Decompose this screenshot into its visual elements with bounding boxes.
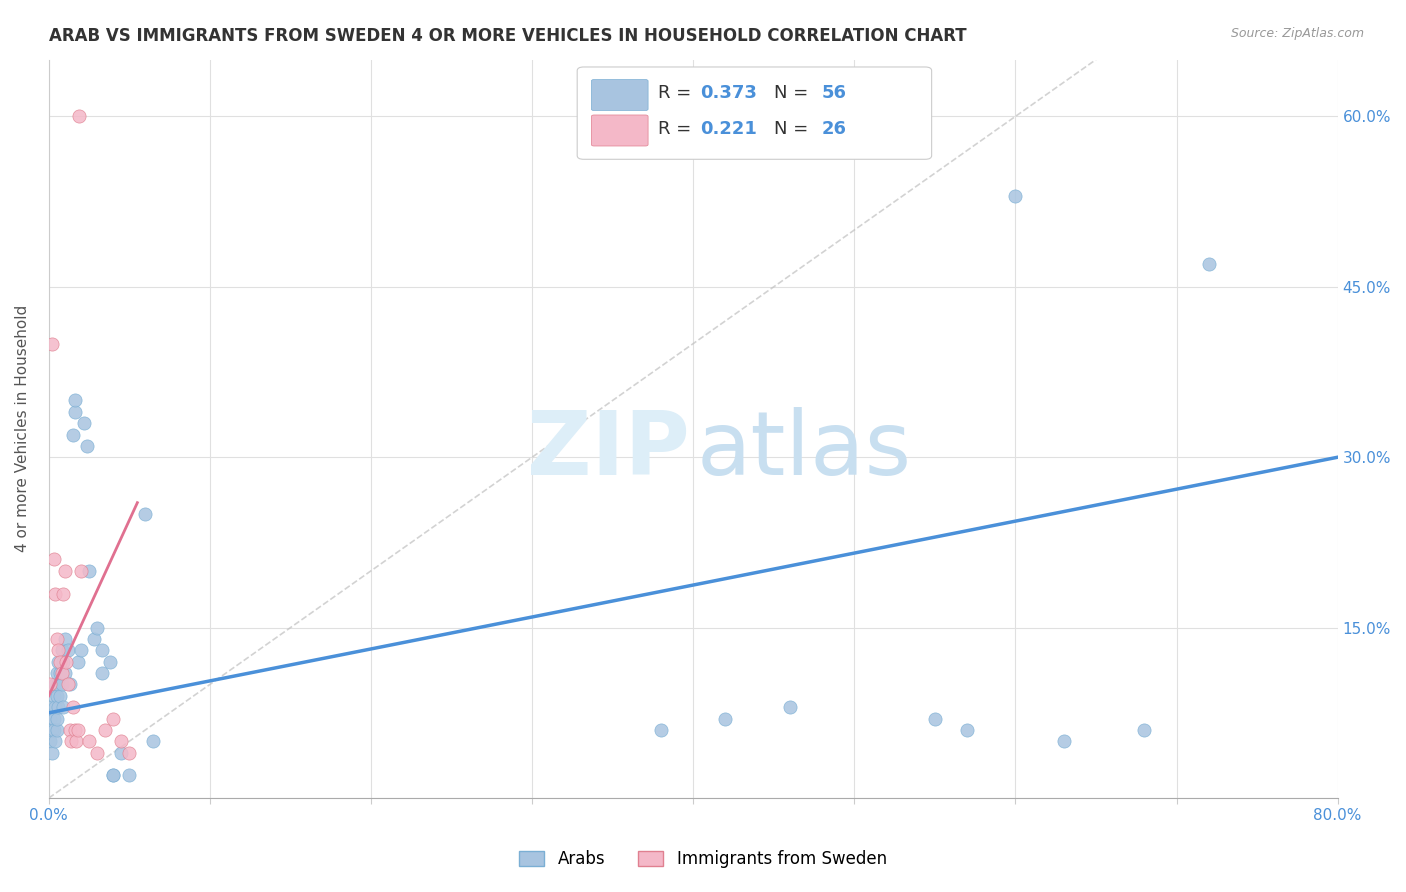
Text: ZIP: ZIP [527, 408, 689, 494]
Point [60, 734, 83, 748]
Point [45, 723, 67, 737]
Point [134, 507, 156, 521]
Point [142, 734, 165, 748]
Point [118, 746, 141, 760]
Point [42, 552, 65, 566]
Point [103, 768, 125, 782]
Point [70, 564, 93, 578]
Text: 26: 26 [823, 120, 846, 138]
Point [1004, 189, 1026, 203]
Text: 56: 56 [823, 84, 846, 102]
Point [110, 734, 132, 748]
Point [41, 700, 63, 714]
Point [56, 677, 79, 691]
Point [779, 700, 801, 714]
Point [39, 677, 62, 691]
Point [59, 723, 82, 737]
Point [49, 655, 72, 669]
Point [1053, 734, 1076, 748]
Text: 0.373: 0.373 [700, 84, 756, 102]
Point [48, 643, 70, 657]
FancyBboxPatch shape [592, 115, 648, 146]
Point [110, 746, 132, 760]
Point [45, 632, 67, 646]
Point [45, 689, 67, 703]
Point [49, 666, 72, 681]
Point [73, 416, 96, 430]
Point [42, 712, 65, 726]
Point [48, 677, 70, 691]
Point [714, 712, 737, 726]
Point [90, 643, 112, 657]
Point [90, 666, 112, 681]
Point [63, 405, 86, 419]
Point [48, 655, 70, 669]
Point [45, 666, 67, 681]
Point [44, 734, 66, 748]
Point [86, 746, 108, 760]
Legend: Arabs, Immigrants from Sweden: Arabs, Immigrants from Sweden [512, 844, 894, 875]
Point [103, 768, 125, 782]
Point [53, 632, 76, 646]
Point [49, 689, 72, 703]
Point [55, 655, 77, 669]
Point [63, 723, 86, 737]
Point [41, 336, 63, 351]
Point [45, 712, 67, 726]
Text: R =: R = [658, 84, 697, 102]
Y-axis label: 4 or more Vehicles in Household: 4 or more Vehicles in Household [15, 305, 30, 552]
Point [94, 723, 117, 737]
Point [52, 586, 75, 600]
Text: N =: N = [775, 84, 814, 102]
Point [77, 564, 100, 578]
Point [41, 723, 63, 737]
Text: R =: R = [658, 120, 697, 138]
Point [83, 632, 105, 646]
Point [51, 677, 73, 691]
Text: N =: N = [775, 120, 814, 138]
Point [118, 768, 141, 782]
Point [41, 746, 63, 760]
Point [53, 564, 76, 578]
Point [53, 666, 76, 681]
Point [51, 643, 73, 657]
Point [98, 655, 121, 669]
Point [956, 723, 979, 737]
Point [67, 109, 90, 123]
Point [1133, 723, 1156, 737]
Text: atlas: atlas [697, 408, 912, 494]
Point [42, 723, 65, 737]
Point [59, 677, 82, 691]
Point [62, 427, 84, 442]
FancyBboxPatch shape [578, 67, 932, 160]
Point [65, 734, 87, 748]
Point [52, 655, 75, 669]
Point [42, 689, 65, 703]
Point [66, 723, 89, 737]
Point [76, 439, 98, 453]
Point [103, 712, 125, 726]
Point [44, 586, 66, 600]
Point [44, 677, 66, 691]
Text: ARAB VS IMMIGRANTS FROM SWEDEN 4 OR MORE VEHICLES IN HOUSEHOLD CORRELATION CHART: ARAB VS IMMIGRANTS FROM SWEDEN 4 OR MORE… [49, 27, 967, 45]
Point [48, 700, 70, 714]
Point [86, 621, 108, 635]
Point [924, 712, 946, 726]
Point [62, 700, 84, 714]
Point [56, 643, 79, 657]
FancyBboxPatch shape [592, 79, 648, 111]
Point [39, 734, 62, 748]
Point [650, 723, 672, 737]
Point [51, 666, 73, 681]
Text: Source: ZipAtlas.com: Source: ZipAtlas.com [1230, 27, 1364, 40]
Point [77, 734, 100, 748]
Point [66, 655, 89, 669]
Point [52, 700, 75, 714]
Point [70, 643, 93, 657]
Point [63, 393, 86, 408]
Text: 0.221: 0.221 [700, 120, 756, 138]
Point [44, 700, 66, 714]
Point [39, 712, 62, 726]
Point [1198, 257, 1220, 271]
